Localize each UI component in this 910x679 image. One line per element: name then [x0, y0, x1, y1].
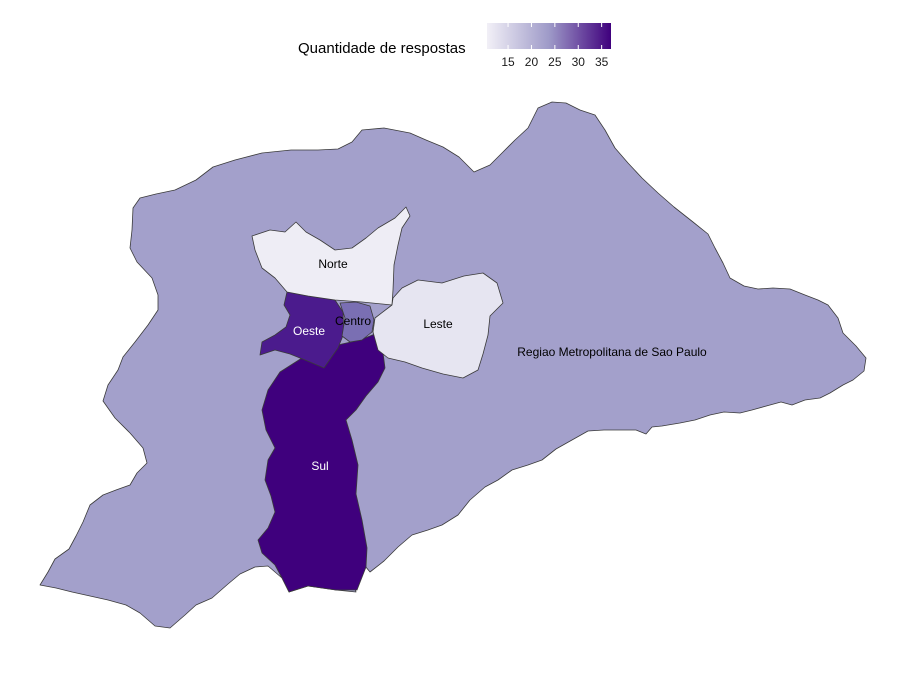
region-norte[interactable]	[251, 206, 411, 306]
legend-tick-label: 30	[572, 55, 586, 69]
legend-tick-label: 15	[501, 55, 515, 69]
legend: Quantidade de respostas 15 20 25 30 35	[298, 23, 611, 69]
legend-title: Quantidade de respostas	[298, 40, 466, 57]
label-leste: Leste	[423, 317, 453, 331]
region-oeste[interactable]	[259, 291, 345, 369]
legend-tick-label: 35	[595, 55, 609, 69]
legend-tick-label: 25	[548, 55, 562, 69]
label-norte: Norte	[318, 257, 348, 271]
label-sul: Sul	[311, 459, 328, 473]
region-labels: Regiao Metropolitana de Sao Paulo Norte …	[293, 257, 707, 473]
map-regions	[39, 101, 867, 629]
legend-tick-label: 20	[525, 55, 539, 69]
label-oeste: Oeste	[293, 324, 325, 338]
region-centro[interactable]	[339, 301, 375, 343]
label-centro: Centro	[335, 314, 371, 328]
label-rmsp: Regiao Metropolitana de Sao Paulo	[517, 345, 707, 359]
legend-ticks: 15 20 25 30 35	[501, 23, 609, 69]
legend-colorbar	[487, 23, 611, 49]
region-leste[interactable]	[372, 272, 504, 379]
